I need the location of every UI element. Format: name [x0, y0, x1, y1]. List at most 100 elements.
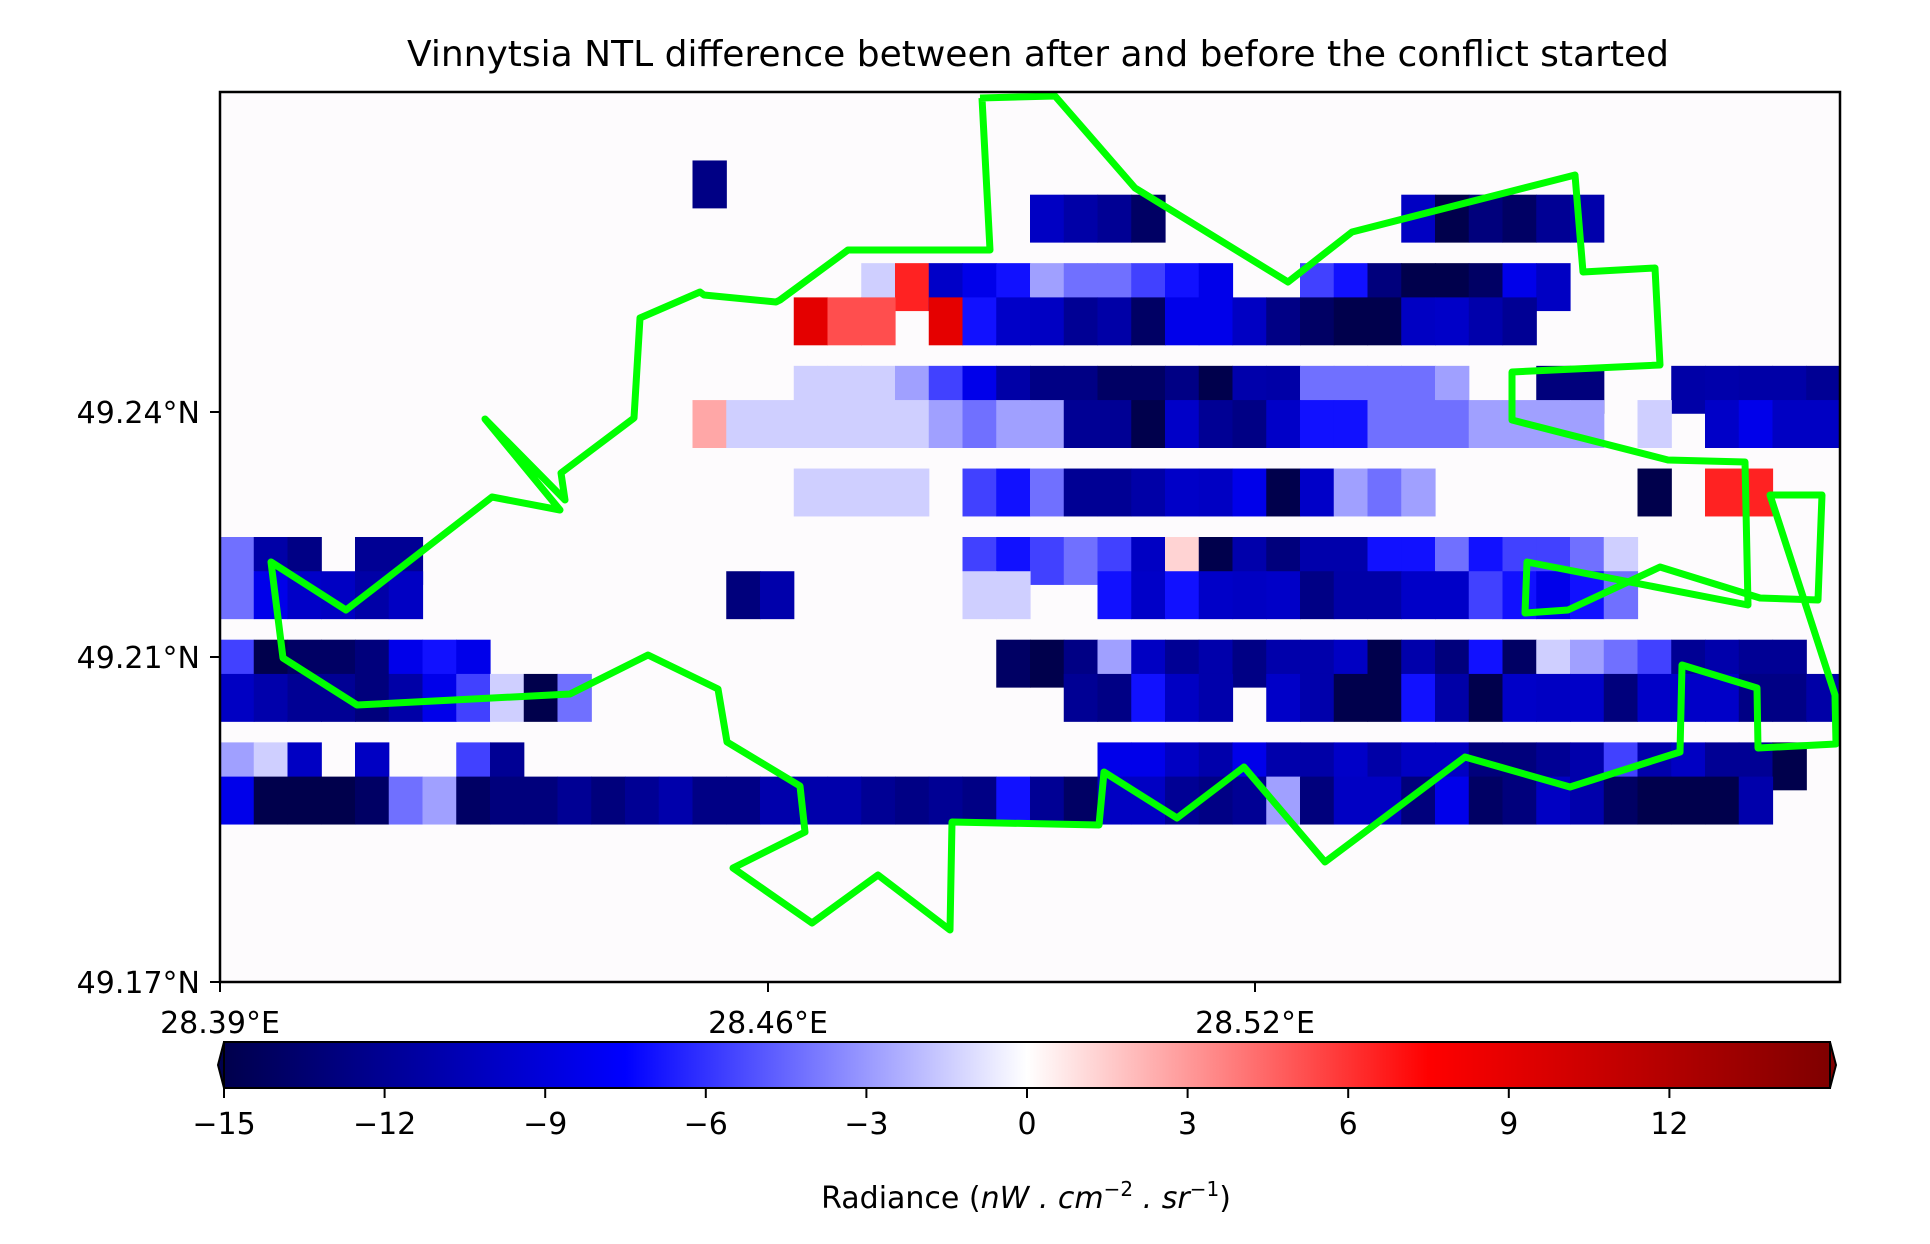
radiance-cell	[1165, 297, 1200, 346]
radiance-cell	[625, 776, 660, 825]
radiance-cell	[321, 776, 356, 825]
radiance-cell	[1401, 571, 1436, 620]
radiance-cell	[1367, 468, 1402, 517]
radiance-cell	[557, 673, 592, 722]
radiance-cell	[1232, 571, 1267, 620]
colorbar-tick-label: −12	[353, 1107, 416, 1142]
radiance-cell	[996, 639, 1031, 688]
radiance-cell	[658, 776, 694, 825]
radiance-cell	[1603, 673, 1639, 722]
y-tick-label: 49.21°N	[77, 641, 200, 676]
radiance-cell	[1671, 673, 1706, 722]
radiance-cell	[1097, 400, 1132, 448]
y-tick-label: 49.24°N	[77, 396, 200, 431]
radiance-cell	[1401, 673, 1436, 722]
radiance-cell	[1165, 571, 1200, 620]
radiance-cell	[962, 571, 997, 620]
radiance-cell	[1131, 400, 1166, 448]
radiance-cell	[1401, 297, 1436, 346]
radiance-cell	[1333, 776, 1369, 825]
radiance-cell	[1333, 297, 1369, 346]
colorbar-tick-label: −15	[192, 1107, 255, 1142]
radiance-cell	[928, 400, 964, 448]
radiance-cell	[1097, 194, 1132, 243]
radiance-cell	[928, 776, 964, 825]
radiance-cell	[1266, 673, 1301, 722]
radiance-cell	[1435, 571, 1470, 620]
radiance-cell	[996, 400, 1031, 448]
radiance-cell	[388, 673, 424, 722]
radiance-cell	[1367, 400, 1402, 448]
radiance-cell	[388, 776, 424, 825]
radiance-cell	[760, 571, 795, 620]
radiance-cell	[1705, 400, 1740, 448]
radiance-cell	[1198, 468, 1234, 517]
radiance-cell	[1536, 263, 1571, 312]
radiance-cell	[1198, 673, 1234, 722]
radiance-cell	[793, 400, 829, 448]
radiance-cell	[1502, 673, 1537, 722]
x-axis: 28.39°E 28.46°E 28.52°E	[160, 982, 1315, 1041]
radiance-cell	[827, 468, 862, 517]
radiance-cell	[1806, 400, 1841, 448]
radiance-cell	[490, 776, 525, 825]
radiance-cell	[1030, 776, 1065, 825]
colorbar-gradient	[224, 1042, 1830, 1088]
colorbar-tick-label: 9	[1499, 1107, 1518, 1142]
radiance-cell	[895, 468, 930, 517]
colorbar-tick-label: 12	[1650, 1107, 1688, 1142]
radiance-cell	[1266, 297, 1301, 346]
radiance-cell	[1165, 400, 1200, 448]
radiance-cell	[523, 776, 559, 825]
radiance-cells	[220, 160, 1841, 825]
radiance-cell	[355, 673, 390, 722]
radiance-cell	[1198, 571, 1234, 620]
radiance-cell	[1165, 468, 1200, 517]
radiance-cell	[861, 400, 896, 448]
radiance-cell	[253, 673, 289, 722]
radiance-cell	[895, 776, 930, 825]
radiance-cell	[1435, 400, 1470, 448]
radiance-cell	[591, 776, 626, 825]
radiance-cell	[1165, 673, 1200, 722]
radiance-cell	[996, 297, 1031, 346]
radiance-cell	[1232, 297, 1267, 346]
radiance-cell	[1401, 400, 1436, 448]
radiance-cell	[1671, 776, 1706, 825]
radiance-cell	[861, 468, 896, 517]
radiance-cell	[726, 571, 761, 620]
radiance-cell	[1300, 468, 1335, 517]
radiance-cell	[793, 468, 829, 517]
radiance-cell	[1131, 673, 1166, 722]
radiance-cell	[1333, 571, 1369, 620]
radiance-cell	[388, 571, 424, 620]
radiance-cell	[1468, 400, 1504, 448]
radiance-cell	[1131, 297, 1166, 346]
radiance-cell	[1198, 297, 1234, 346]
radiance-cell	[1738, 776, 1774, 825]
radiance-cell	[1097, 571, 1132, 620]
radiance-cell	[928, 297, 964, 346]
radiance-cell	[996, 571, 1031, 620]
radiance-cell	[962, 297, 997, 346]
radiance-cell	[1030, 639, 1065, 688]
radiance-cell	[1063, 537, 1099, 585]
radiance-cell	[692, 400, 727, 448]
radiance-cell	[1333, 468, 1369, 517]
colorbar: −15 −12 −9 −6 −3 0 3 6 9 12 Radiance (nW . cm−2 .…	[192, 1041, 1838, 1216]
radiance-cell	[1300, 400, 1335, 448]
radiance-cell	[1468, 571, 1504, 620]
radiance-cell	[422, 776, 457, 825]
radiance-cell	[1300, 571, 1335, 620]
radiance-cell	[1570, 673, 1605, 722]
radiance-cell	[1266, 468, 1301, 517]
radiance-cell	[1738, 400, 1774, 448]
radiance-cell	[861, 776, 896, 825]
radiance-cell	[1063, 297, 1099, 346]
radiance-cell	[1637, 400, 1672, 448]
radiance-cell	[1300, 297, 1335, 346]
radiance-cell	[692, 160, 727, 209]
radiance-cell	[220, 776, 255, 825]
radiance-cell	[1300, 776, 1335, 825]
radiance-cell	[760, 400, 795, 448]
